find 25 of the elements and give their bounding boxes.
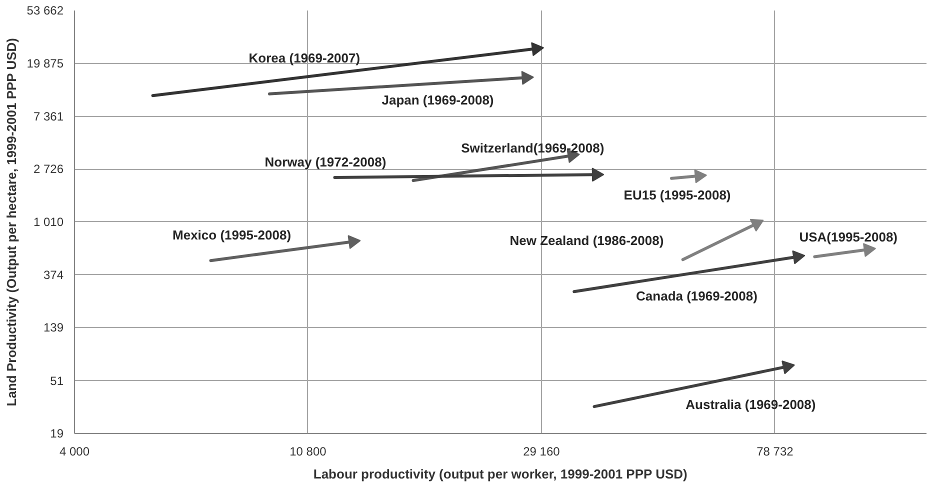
y-tick-label: 2 726 xyxy=(33,162,64,176)
x-axis-title: Labour productivity (output per worker, 1999-2001 PPP USD) xyxy=(313,466,688,482)
y-tick-label: 19 xyxy=(50,426,64,440)
series-label: Australia (1969-2008) xyxy=(686,397,816,412)
y-tick-label: 19 875 xyxy=(26,56,64,70)
y-tick-label: 139 xyxy=(43,320,64,335)
series-label: EU15 (1995-2008) xyxy=(624,188,731,203)
series-label: USA(1995-2008) xyxy=(799,230,898,245)
series-label: Norway (1972-2008) xyxy=(264,154,386,170)
x-tick-label: 10 800 xyxy=(290,444,327,458)
y-tick-label: 1 010 xyxy=(33,214,64,229)
x-tick-label: 4 000 xyxy=(59,444,90,458)
series-label: New Zealand (1986-2008) xyxy=(510,233,664,248)
series-label: Switzerland(1969-2008) xyxy=(461,140,604,156)
x-tick-label: 29 160 xyxy=(523,444,560,458)
y-tick-label: 51 xyxy=(50,374,64,388)
x-tick-label: 78 732 xyxy=(756,444,794,458)
y-tick-label: 53 662 xyxy=(26,4,64,18)
y-tick-label: 7 361 xyxy=(33,109,64,124)
y-tick-label: 374 xyxy=(43,268,64,282)
series-label: Korea (1969-2007) xyxy=(248,50,360,66)
series-label: Canada (1969-2008) xyxy=(636,288,758,304)
series-label: Mexico (1995-2008) xyxy=(172,228,292,243)
y-axis-title: Land Productivity (Output per hectare, 1999-2001 PPP USD) xyxy=(4,38,19,406)
series-label: Japan (1969-2008) xyxy=(382,92,494,108)
